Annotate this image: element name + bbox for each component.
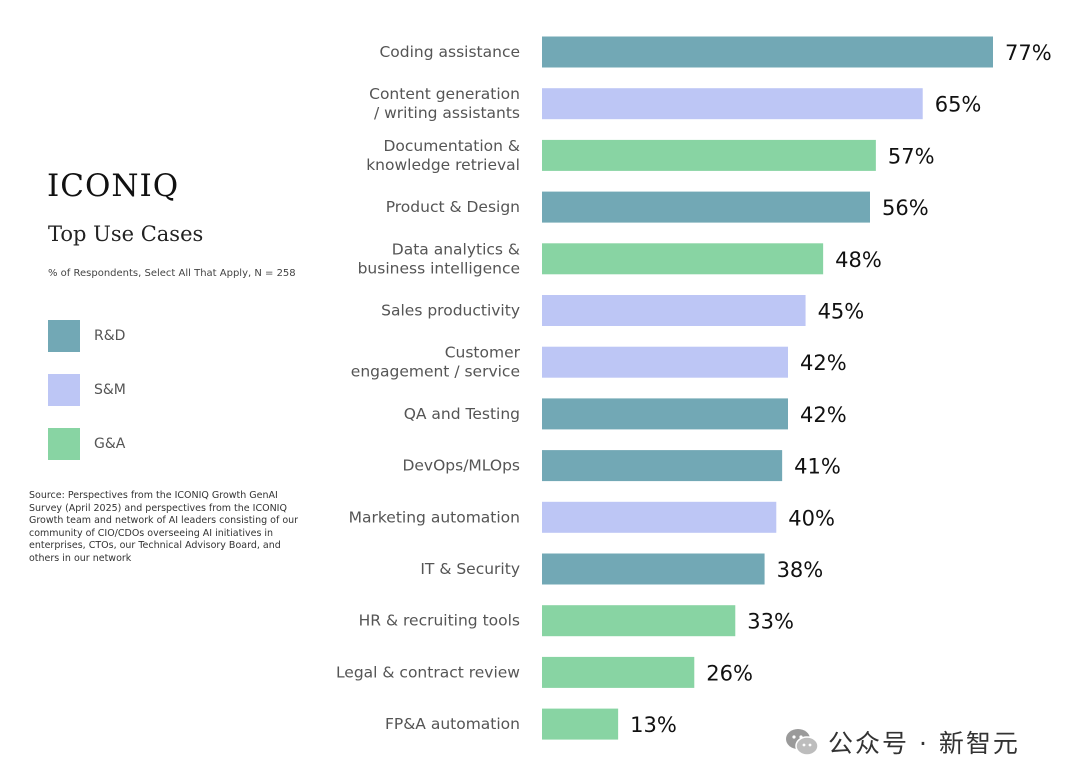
bar [542, 605, 736, 637]
bar-category-label: Content generation / writing assistants [369, 85, 520, 122]
bar-category-label: Customer engagement / service [351, 344, 521, 381]
watermark-text: 公众号 · 新智元 [828, 729, 1020, 758]
bar [542, 36, 993, 68]
bar-category-label: QA and Testing [404, 405, 520, 423]
watermark: 公众号 · 新智元 [784, 724, 1020, 760]
bar [542, 139, 876, 171]
legend-item-ga: G&A [48, 428, 248, 460]
source-note: Source: Perspectives from the ICONIQ Gro… [29, 490, 299, 564]
bar-value-label: 42% [800, 403, 847, 427]
legend-swatch-ga [48, 428, 80, 460]
legend-swatch-sm [48, 374, 80, 406]
bar-category-label: Coding assistance [379, 43, 520, 61]
chart-title: Top Use Cases [48, 222, 204, 246]
bar-value-label: 40% [788, 506, 835, 530]
bar-category-label: Marketing automation [349, 508, 520, 526]
bar-value-label: 26% [706, 661, 753, 685]
bar [542, 295, 806, 326]
legend-label-rd: R&D [94, 328, 126, 344]
bar-value-label: 38% [777, 558, 824, 582]
legend-swatch-rd [48, 320, 80, 352]
bar-category-label: Sales productivity [381, 302, 520, 320]
bar [542, 346, 788, 378]
bar-value-label: 45% [818, 300, 865, 324]
bar [542, 553, 765, 585]
bar [542, 398, 788, 430]
legend-item-rd: R&D [48, 320, 248, 352]
bar-value-label: 48% [835, 248, 882, 272]
bar [542, 450, 783, 482]
bar-value-label: 42% [800, 351, 847, 375]
bar [542, 708, 619, 740]
bar-category-label: HR & recruiting tools [359, 612, 520, 630]
bar-category-label: FP&A automation [385, 715, 520, 733]
bar-value-label: 13% [630, 713, 677, 737]
brand-logo: ICONIQ [47, 168, 180, 204]
bar-category-label: DevOps/MLOps [402, 457, 520, 475]
bar-value-label: 57% [888, 144, 935, 168]
bar-value-label: 41% [794, 455, 841, 479]
bar-category-label: Data analytics & business intelligence [358, 240, 520, 277]
bar [542, 243, 824, 275]
bar [542, 501, 777, 533]
bar-category-label: Legal & contract review [336, 663, 520, 681]
legend-item-sm: S&M [48, 374, 248, 406]
bar-category-label: Documentation & knowledge retrieval [366, 137, 520, 174]
bar-value-label: 65% [935, 93, 982, 117]
legend-label-sm: S&M [94, 382, 126, 398]
chart-subtitle: % of Respondents, Select All That Apply,… [48, 268, 296, 279]
bar-category-label: Product & Design [386, 198, 520, 216]
bar-value-label: 33% [747, 610, 794, 634]
bar [542, 88, 923, 120]
legend-label-ga: G&A [94, 436, 126, 452]
bar-category-label: IT & Security [420, 560, 520, 578]
wechat-icon [786, 729, 819, 756]
bar [542, 191, 870, 223]
bar [542, 656, 695, 688]
bar-value-label: 56% [882, 196, 929, 220]
bar-value-label: 77% [1005, 41, 1052, 65]
